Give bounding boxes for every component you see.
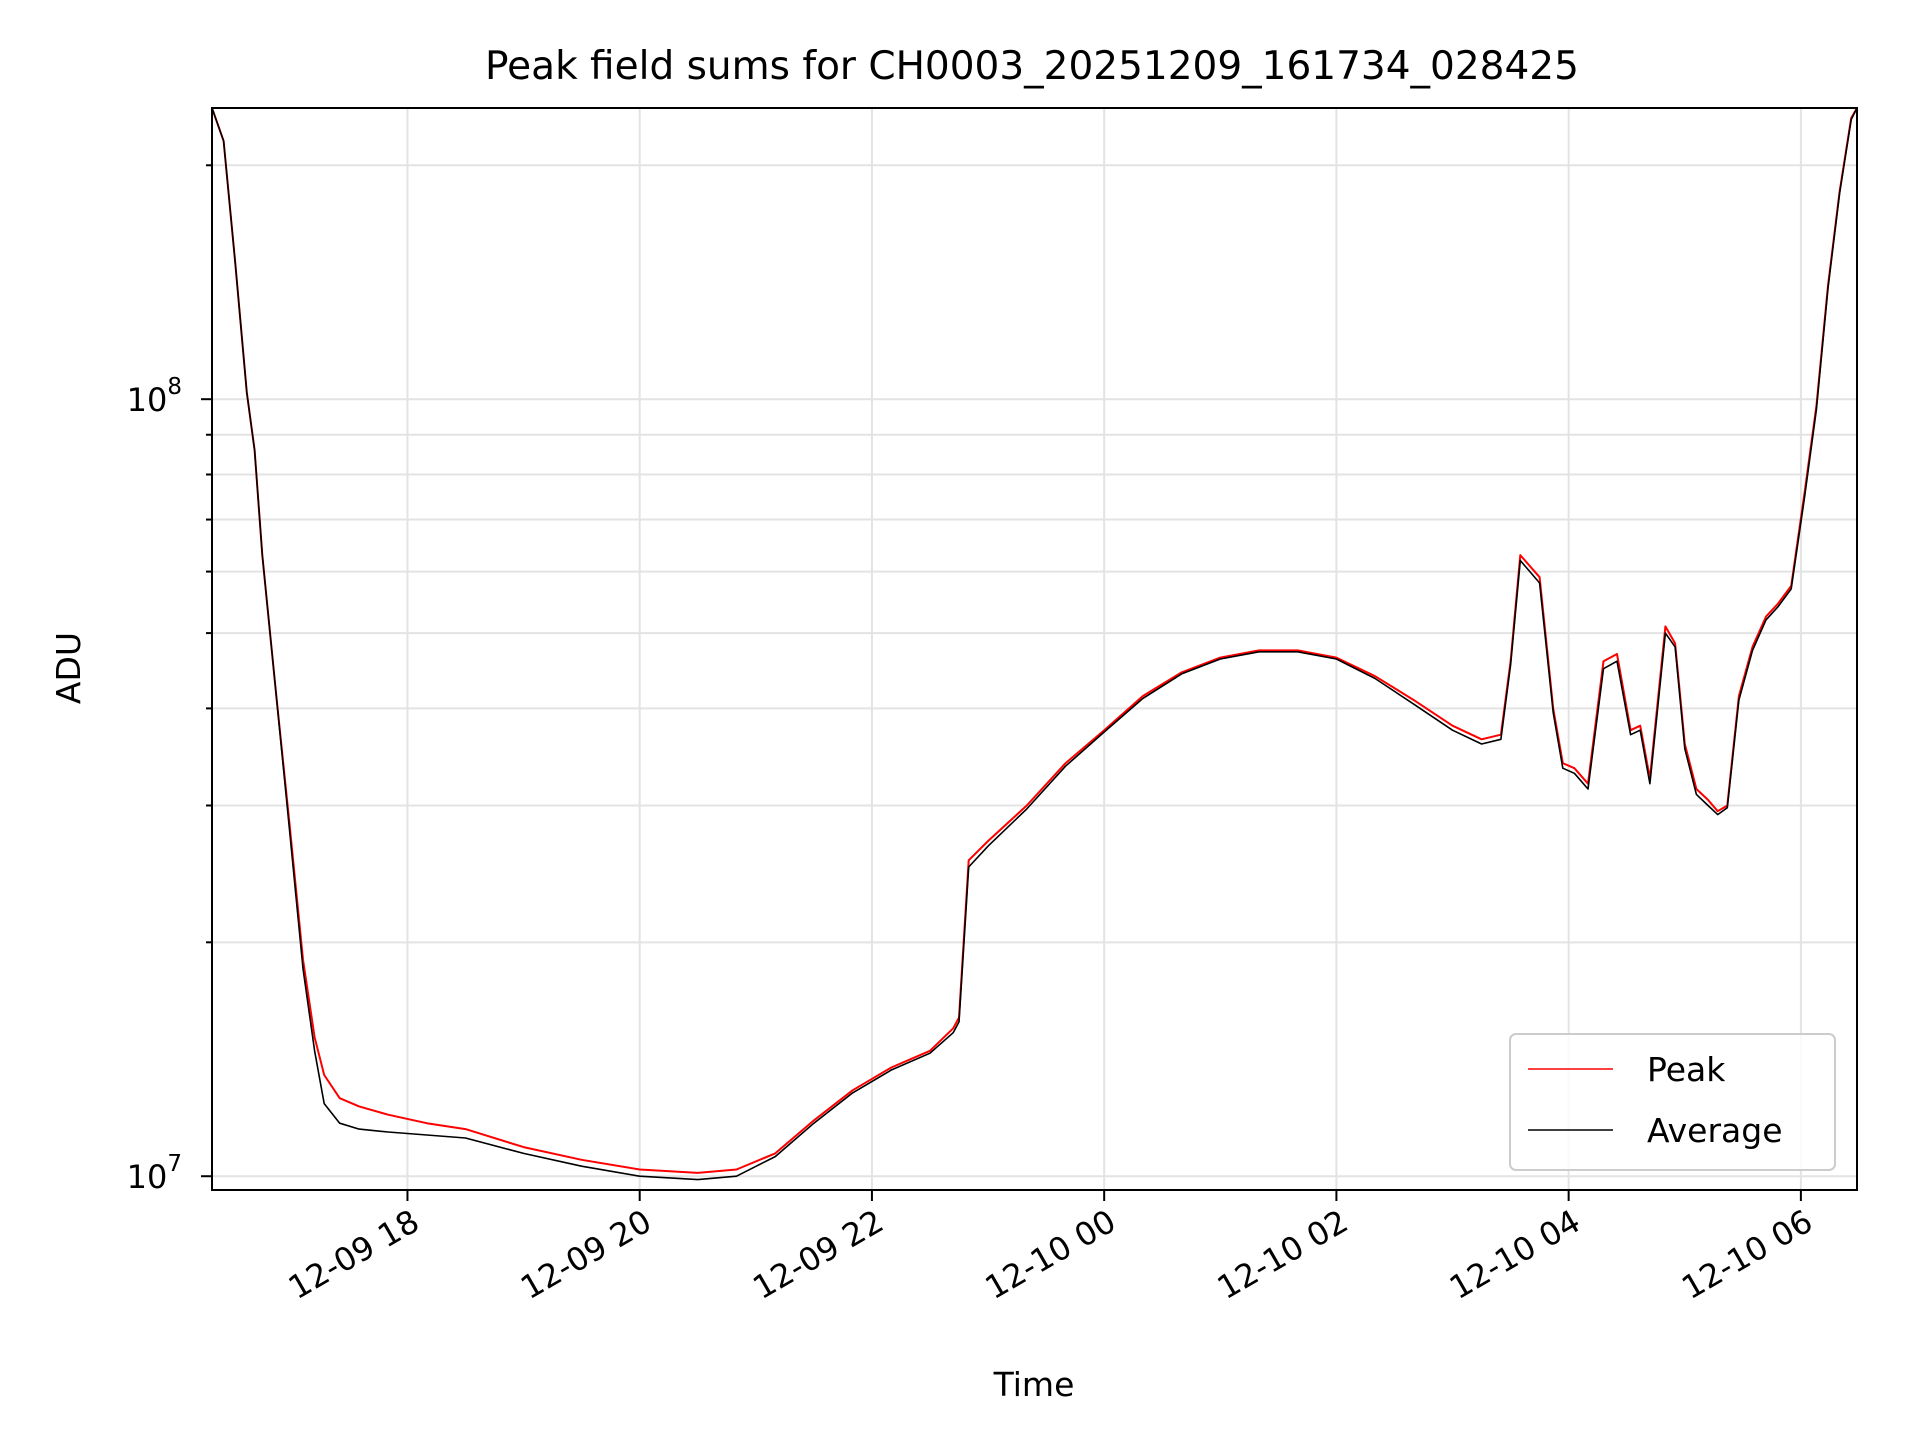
y-tick-label: 107 bbox=[127, 1151, 182, 1196]
series-line-average bbox=[211, 107, 1858, 1181]
y-tick-exponent: 7 bbox=[167, 1151, 182, 1177]
plot-frame bbox=[211, 107, 1858, 1191]
x-axis-label: Time bbox=[993, 1365, 1075, 1404]
y-tick-label: 108 bbox=[127, 374, 182, 419]
legend-label-peak: Peak bbox=[1647, 1050, 1726, 1089]
y-axis-label: ADU bbox=[49, 632, 88, 704]
grid bbox=[212, 108, 1857, 1190]
legend-box bbox=[1509, 1033, 1836, 1171]
y-tick-base: 10 bbox=[127, 1158, 168, 1196]
plot-series bbox=[211, 107, 1858, 1181]
chart-title: Peak field sums for CH0003_20251209_1617… bbox=[485, 44, 1579, 89]
legend-label-average: Average bbox=[1647, 1111, 1783, 1150]
y-tick-exponent: 8 bbox=[167, 374, 182, 400]
legend: Peak Average bbox=[1509, 1033, 1836, 1171]
series-line-peak bbox=[211, 107, 1858, 1174]
y-tick-base: 10 bbox=[127, 381, 168, 419]
